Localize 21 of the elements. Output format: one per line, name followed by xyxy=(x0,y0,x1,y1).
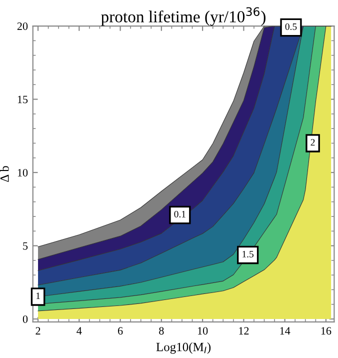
x-tick-label: 14 xyxy=(280,327,290,334)
annotation: 1 xyxy=(36,292,40,300)
annotation: 2 xyxy=(310,139,315,146)
x-axis-title: Log10(M$_{I}$) xyxy=(156,342,211,354)
chart-title: proton lifetime (yr/10$^{36}$) xyxy=(101,7,266,26)
y-tick-label: 0 xyxy=(22,315,28,323)
x-tick-label: 6 xyxy=(118,327,123,335)
y-tick-label: 15 xyxy=(18,96,28,104)
annotation: 0.5 xyxy=(285,23,297,30)
y-tick-label: 5 xyxy=(23,242,28,250)
y-tick-label: 20 xyxy=(17,22,28,30)
x-tick-label: 10 xyxy=(198,327,208,335)
x-tick-label: 12 xyxy=(239,327,249,334)
x-tick-label: 16 xyxy=(321,327,332,335)
annotation: 0.1 xyxy=(174,210,186,218)
y-axis-title: Δ b xyxy=(0,166,9,182)
x-tick-label: 8 xyxy=(159,327,164,335)
annotation: 1.5 xyxy=(242,250,254,258)
y-tick-label: 10 xyxy=(18,168,28,176)
x-tick-label: 2 xyxy=(36,327,40,334)
x-tick-label: 4 xyxy=(76,327,82,334)
